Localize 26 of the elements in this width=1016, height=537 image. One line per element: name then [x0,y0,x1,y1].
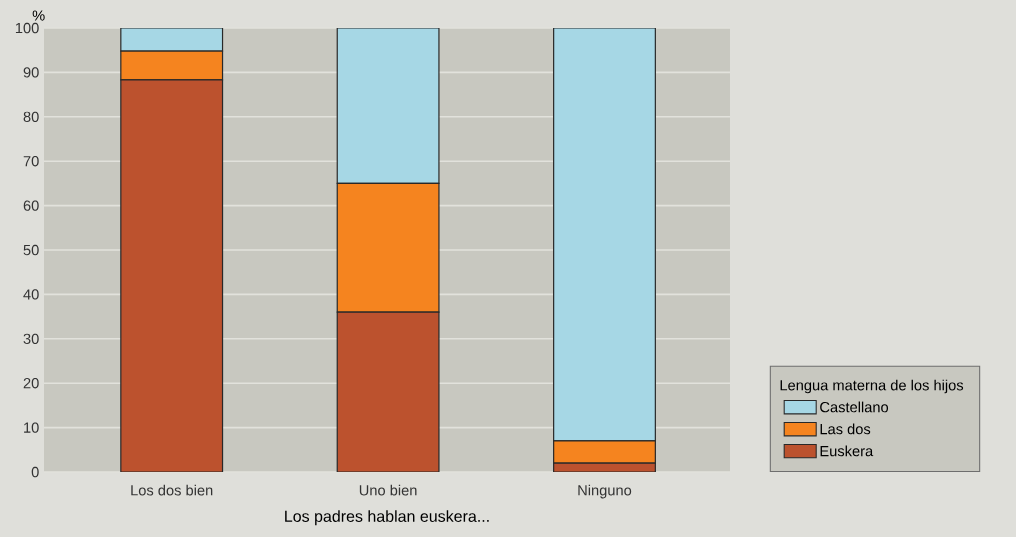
y-tick-label: 20 [23,378,39,389]
bar [336,311,440,473]
legend-title: Lengua materna de los hijos [780,379,964,394]
bar [553,28,656,442]
bar [336,182,440,313]
y-tick-label: 80 [23,111,39,122]
y-tick-label: 0 [31,466,39,478]
y-tick-label: 70 [23,156,39,167]
y-tick-label: 100 [15,22,39,34]
x-tick-label: Los dos bien [131,484,213,496]
legend-label: Las dos [820,423,871,435]
bar [120,28,224,52]
y-tick-label: 90 [23,67,39,78]
legend-label: Castellano [820,401,889,413]
y-tick-label: 30 [23,333,39,344]
legend-label: Euskera [820,445,874,457]
x-tick-label: Uno bien [359,484,417,496]
bar [336,28,440,185]
x-axis-title: Los padres hablan euskera... [285,510,489,526]
x-tick-label: Ninguno [578,484,632,499]
y-tick-label: 10 [24,422,39,433]
y-tick-label: 60 [23,200,39,211]
y-tick-label: 50 [23,244,39,256]
bar [120,79,224,473]
y-axis-title: % [32,10,45,21]
y-tick-label: 40 [23,289,39,300]
